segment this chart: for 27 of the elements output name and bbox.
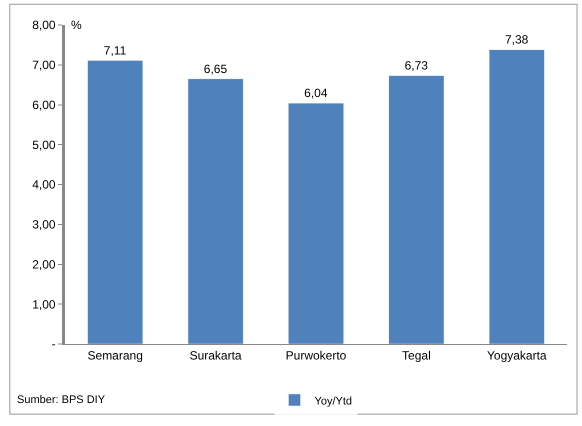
y-tick-label: 2,00 bbox=[32, 257, 56, 272]
y-tick-label: 8,00 bbox=[32, 18, 56, 32]
x-tick-label: Semarang bbox=[88, 348, 143, 362]
text: Sumber: BPS DIY bbox=[17, 394, 106, 406]
x-tick-label: Purwokerto bbox=[286, 348, 347, 362]
data-label: 6,65 bbox=[204, 62, 228, 76]
data-label: 6,73 bbox=[404, 58, 428, 73]
x-tick-label: Surakarta bbox=[190, 348, 242, 362]
y-tick-label: - bbox=[52, 337, 56, 352]
x-tick-label: Yogyakarta bbox=[486, 348, 547, 362]
data-label: 7,11 bbox=[104, 43, 127, 58]
y-tick-label: 5,00 bbox=[32, 138, 56, 152]
legend-label: Yoy/Ytd bbox=[314, 395, 352, 408]
y-tick-label: 1,00 bbox=[32, 297, 56, 312]
y-tick-label: 4,00 bbox=[32, 178, 56, 192]
x-tick-label: Tegal bbox=[402, 348, 431, 362]
bar bbox=[388, 75, 444, 344]
data-label: 7,38 bbox=[504, 32, 529, 47]
y-tick-label: 6,00 bbox=[32, 98, 56, 112]
bar bbox=[288, 102, 344, 344]
y-tick-label: 7,00 bbox=[32, 58, 56, 72]
y-axis-title: % bbox=[71, 18, 82, 32]
bar bbox=[488, 49, 545, 344]
bar bbox=[87, 60, 144, 344]
data-label: 6,04 bbox=[304, 86, 328, 100]
y-tick-label: 3,00 bbox=[32, 218, 56, 232]
bar bbox=[188, 78, 244, 344]
